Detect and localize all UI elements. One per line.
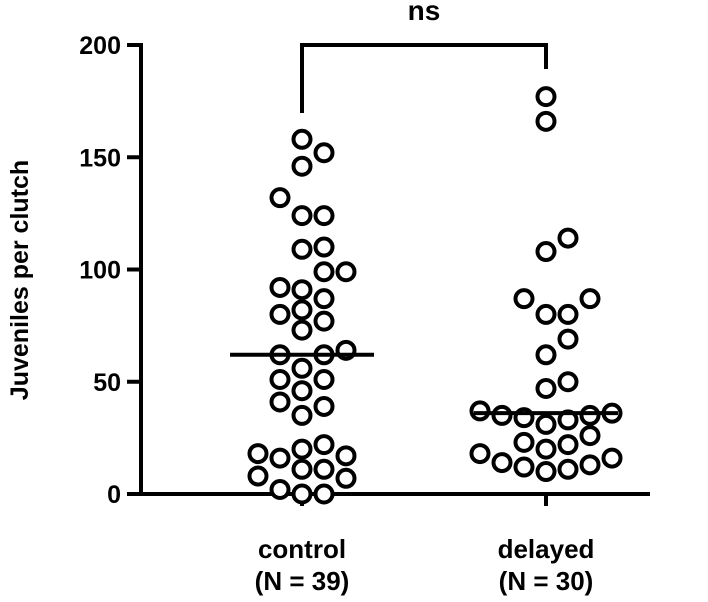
data-point [535,413,557,435]
data-point [291,483,313,505]
data-point [335,261,357,283]
data-point [313,369,335,391]
data-point [291,205,313,227]
significance-bracket-line [300,43,548,113]
data-point [535,110,557,132]
data-point [557,458,579,480]
data-point [557,227,579,249]
data-point [291,380,313,402]
data-point [313,261,335,283]
data-point [601,447,623,469]
data-point [247,465,269,487]
data-point [313,142,335,164]
median-lines [230,352,618,416]
data-point [269,369,291,391]
data-point [291,128,313,150]
data-point [535,461,557,483]
data-point [313,205,335,227]
y-axis-title: Juveniles per clutch [6,160,34,400]
data-point [557,303,579,325]
significance-bracket: ns [300,0,548,113]
data-points [247,86,623,505]
data-point [291,438,313,460]
data-point [579,425,601,447]
data-point [335,467,357,489]
data-point [513,431,535,453]
data-point [513,456,535,478]
data-point [535,303,557,325]
data-point [313,483,335,505]
data-point [313,458,335,480]
data-point [313,310,335,332]
data-point [291,404,313,426]
data-point [579,288,601,310]
data-point [291,279,313,301]
y-tick-label: 200 [79,32,121,60]
y-tick-label: 0 [107,481,121,509]
data-point [335,445,357,467]
data-point [291,357,313,379]
data-point [469,400,491,422]
y-tick-label: 150 [79,144,121,172]
data-point [291,299,313,321]
data-point [269,276,291,298]
data-point [313,434,335,456]
data-point [247,443,269,465]
data-point [491,404,513,426]
data-point [313,395,335,417]
data-point [313,288,335,310]
data-point [269,447,291,469]
category-label: delayed [498,534,595,564]
category-label: control [258,534,346,564]
y-tick-label: 100 [79,257,121,285]
category-n-label: (N = 30) [499,566,594,596]
data-point [269,479,291,501]
data-point [513,288,535,310]
data-point [579,404,601,426]
y-tick-label: 50 [93,369,121,397]
data-point [291,238,313,260]
data-point [269,303,291,325]
data-point [269,391,291,413]
data-point [557,328,579,350]
data-point [469,443,491,465]
significance-label: ns [408,0,441,26]
data-point [535,438,557,460]
data-point [291,458,313,480]
data-point [313,236,335,258]
data-point [535,344,557,366]
data-point [557,434,579,456]
data-point [579,454,601,476]
data-point [291,155,313,177]
data-point [535,241,557,263]
y-ticks: 0 50 100 150 200 [79,32,141,509]
data-point [557,371,579,393]
category-n-label: (N = 39) [255,566,350,596]
data-point [491,452,513,474]
category-labels: control(N = 39) delayed(N = 30) [255,494,595,596]
data-point [291,319,313,341]
data-point [269,187,291,209]
data-point [535,86,557,108]
data-point [535,377,557,399]
